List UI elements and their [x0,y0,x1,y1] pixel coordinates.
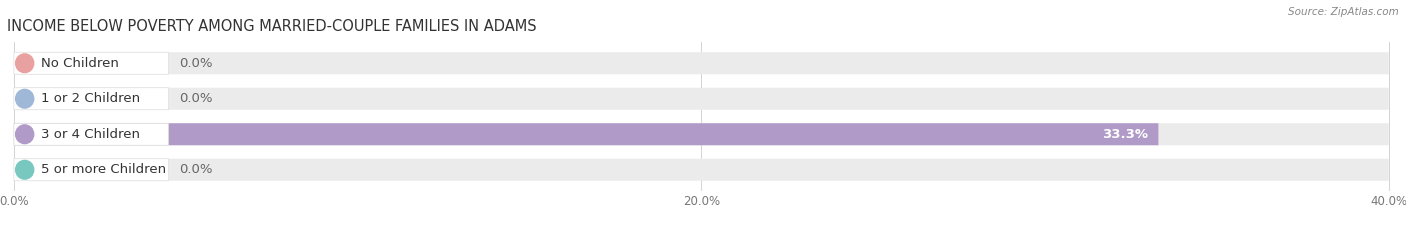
Text: No Children: No Children [41,57,118,70]
Text: Source: ZipAtlas.com: Source: ZipAtlas.com [1288,7,1399,17]
Circle shape [15,160,34,179]
Text: 0.0%: 0.0% [179,163,212,176]
Text: 0.0%: 0.0% [179,92,212,105]
FancyBboxPatch shape [14,52,169,74]
FancyBboxPatch shape [14,123,169,145]
Circle shape [15,54,34,73]
Text: INCOME BELOW POVERTY AMONG MARRIED-COUPLE FAMILIES IN ADAMS: INCOME BELOW POVERTY AMONG MARRIED-COUPL… [7,19,537,34]
Text: 33.3%: 33.3% [1102,128,1149,141]
Text: 5 or more Children: 5 or more Children [41,163,166,176]
FancyBboxPatch shape [14,88,169,110]
FancyBboxPatch shape [14,123,1389,145]
FancyBboxPatch shape [14,159,1389,181]
Circle shape [15,125,34,144]
Text: 0.0%: 0.0% [179,57,212,70]
FancyBboxPatch shape [14,52,1389,74]
Text: 1 or 2 Children: 1 or 2 Children [41,92,139,105]
Circle shape [15,89,34,108]
FancyBboxPatch shape [14,88,1389,110]
FancyBboxPatch shape [14,123,1159,145]
Text: 3 or 4 Children: 3 or 4 Children [41,128,139,141]
FancyBboxPatch shape [14,159,169,181]
